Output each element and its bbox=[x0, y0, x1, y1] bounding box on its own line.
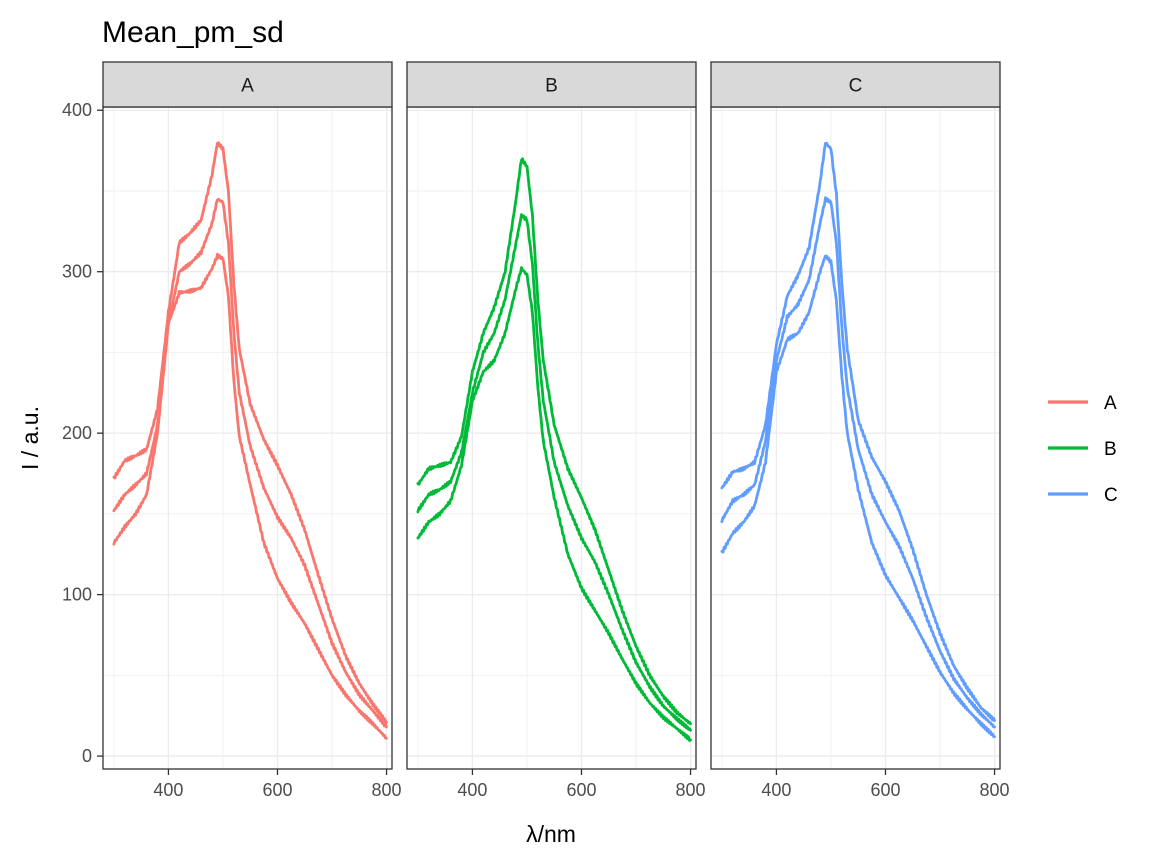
facet-strip-label: B bbox=[545, 76, 558, 97]
x-tick-label: 800 bbox=[372, 780, 402, 800]
x-tick-label: 600 bbox=[262, 780, 292, 800]
y-tick-label: 400 bbox=[62, 100, 92, 120]
legend-item-a: A bbox=[1048, 393, 1117, 414]
legend-label: C bbox=[1104, 485, 1118, 506]
series-line-mean-plus-sd bbox=[112, 141, 388, 724]
x-tick-label: 400 bbox=[457, 780, 487, 800]
y-tick-label: 100 bbox=[62, 585, 92, 605]
panel-a: A 400 600 800 0 100 200 300 400 bbox=[62, 61, 402, 800]
facet-strip-label: C bbox=[849, 76, 863, 97]
legend-item-c: C bbox=[1048, 485, 1118, 506]
x-axis-title: λ/nm bbox=[526, 821, 576, 847]
panel-c: C 400 600 800 bbox=[710, 61, 1010, 800]
chart-title: Mean_pm_sd bbox=[102, 16, 284, 49]
y-tick-label: 300 bbox=[62, 262, 92, 282]
x-tick-label: 800 bbox=[980, 780, 1010, 800]
panels: A 400 600 800 0 100 200 300 400 B 400 600 800 C 400 600… bbox=[62, 61, 1010, 800]
x-tick-label: 600 bbox=[870, 780, 900, 800]
x-tick-label: 800 bbox=[676, 780, 706, 800]
panel-b: B 400 600 800 bbox=[406, 61, 706, 800]
y-tick-label: 200 bbox=[62, 423, 92, 443]
x-tick-label: 400 bbox=[153, 780, 183, 800]
y-tick-label: 0 bbox=[82, 746, 92, 766]
facet-strip-label: A bbox=[241, 76, 254, 97]
series-line-mean-plus-sd bbox=[416, 157, 692, 726]
y-axis-title: I / a.u. bbox=[17, 406, 43, 470]
facet-strip bbox=[710, 61, 1001, 108]
x-tick-label: 600 bbox=[566, 780, 596, 800]
series-line-mean-plus-sd bbox=[720, 141, 996, 722]
facet-strip bbox=[406, 61, 697, 108]
x-tick-label: 400 bbox=[761, 780, 791, 800]
legend: A B C bbox=[1048, 393, 1118, 506]
series-line-mean bbox=[720, 196, 996, 729]
series-line-mean-minus-sd bbox=[416, 266, 692, 742]
series-line-mean-minus-sd bbox=[720, 254, 996, 739]
panel-background bbox=[407, 107, 696, 769]
series-line-mean-minus-sd bbox=[112, 252, 388, 740]
facet-strip bbox=[102, 61, 393, 108]
legend-label: B bbox=[1104, 439, 1117, 460]
series-line-mean bbox=[416, 213, 692, 732]
legend-label: A bbox=[1104, 393, 1117, 414]
legend-item-b: B bbox=[1048, 439, 1117, 460]
